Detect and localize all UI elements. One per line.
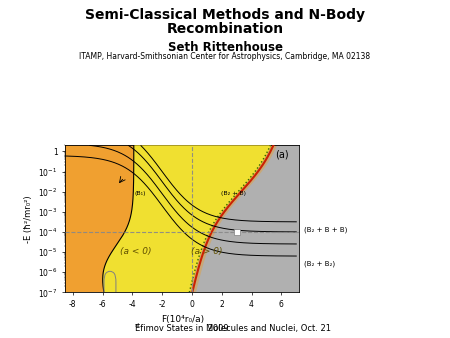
Text: Seth Rittenhouse: Seth Rittenhouse — [167, 41, 283, 53]
Text: (B₂ + B + B): (B₂ + B + B) — [304, 226, 347, 233]
Text: (B₁): (B₁) — [134, 191, 145, 196]
Polygon shape — [65, 145, 272, 292]
Text: (a < 0): (a < 0) — [120, 247, 151, 256]
Text: st: st — [135, 323, 141, 328]
Text: ITAMP, Harvard-Smithsonian Center for Astrophysics, Cambridge, MA 02138: ITAMP, Harvard-Smithsonian Center for As… — [80, 52, 370, 62]
Text: Semi-Classical Methods and N-Body: Semi-Classical Methods and N-Body — [85, 8, 365, 22]
Text: Recombination: Recombination — [166, 22, 284, 36]
Text: (a): (a) — [275, 150, 289, 160]
Text: (B₂ + B): (B₂ + B) — [221, 191, 246, 196]
Text: (a > 0): (a > 0) — [191, 247, 223, 256]
Polygon shape — [103, 145, 271, 292]
Text: Efimov States in Molecules and Nuclei, Oct. 21: Efimov States in Molecules and Nuclei, O… — [135, 324, 331, 333]
Y-axis label: -E (ħ²/mr₀²): -E (ħ²/mr₀²) — [24, 195, 33, 243]
Text: (B₂ + B₂): (B₂ + B₂) — [304, 260, 335, 267]
Text: 2009: 2009 — [205, 324, 228, 333]
X-axis label: F(10⁴r₀/a): F(10⁴r₀/a) — [161, 315, 204, 323]
Polygon shape — [191, 145, 277, 292]
